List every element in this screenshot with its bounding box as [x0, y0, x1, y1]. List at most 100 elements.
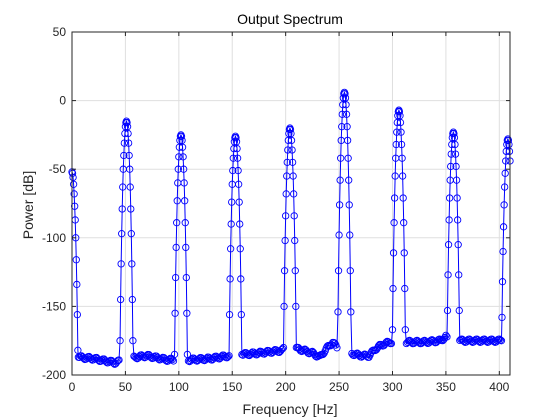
data-point — [448, 140, 456, 149]
data-point — [337, 154, 345, 162]
data-point — [389, 249, 398, 257]
data-point — [124, 139, 133, 147]
data-point — [343, 136, 352, 145]
data-point — [399, 194, 407, 202]
x-tick-label: 250 — [329, 380, 349, 394]
data-point — [68, 169, 77, 177]
data-point — [443, 333, 451, 341]
data-point — [282, 190, 290, 198]
data-point — [391, 172, 399, 180]
data-point — [128, 260, 136, 268]
data-point — [121, 123, 130, 131]
data-point — [173, 219, 181, 227]
data-point — [445, 216, 453, 224]
data-point — [129, 337, 137, 345]
data-point — [233, 154, 242, 162]
data-point — [392, 140, 400, 149]
data-point — [284, 136, 292, 145]
data-point — [226, 245, 235, 253]
x-axis-label: Frequency [Hz] — [243, 401, 338, 417]
data-point — [393, 118, 401, 127]
data-point — [398, 172, 407, 180]
x-tick-label: 100 — [169, 380, 189, 394]
data-point — [280, 302, 288, 311]
data-point — [453, 194, 461, 202]
data-point — [346, 267, 354, 275]
data-point — [347, 308, 355, 316]
data-point — [450, 129, 458, 138]
data-point — [454, 241, 462, 249]
data-point — [346, 231, 354, 239]
data-point — [232, 138, 241, 146]
y-tick-label: 50 — [53, 25, 67, 39]
data-point — [288, 146, 296, 154]
data-point — [227, 220, 235, 228]
data-point — [127, 205, 135, 213]
data-point — [341, 90, 349, 98]
data-point — [496, 336, 505, 344]
data-point — [171, 273, 180, 282]
data-point — [334, 308, 342, 316]
data-point — [278, 345, 287, 353]
data-point — [126, 165, 134, 173]
x-tick-label: 400 — [489, 380, 509, 394]
data-point — [177, 132, 186, 140]
data-point — [234, 166, 242, 175]
data-point — [123, 118, 131, 127]
data-point — [69, 173, 77, 182]
data-point — [499, 247, 507, 256]
data-point — [336, 176, 344, 184]
data-point — [338, 110, 346, 118]
y-axis-label: Power [dB] — [20, 171, 36, 239]
data-point — [443, 306, 452, 315]
data-point — [174, 165, 182, 173]
data-point — [183, 309, 191, 317]
data-point — [225, 352, 233, 360]
data-point — [291, 267, 299, 275]
data-point — [343, 123, 351, 131]
x-tick-label: 150 — [222, 380, 242, 394]
data-point — [72, 256, 80, 264]
data-point — [280, 267, 289, 275]
data-point — [342, 101, 350, 109]
data-point — [237, 275, 245, 283]
data-point — [225, 310, 234, 319]
data-point — [281, 236, 289, 245]
data-point — [224, 353, 232, 361]
data-point — [498, 278, 507, 286]
data-point — [230, 138, 239, 146]
data-series — [68, 88, 514, 368]
y-tick-label: -200 — [42, 368, 66, 382]
data-point — [339, 94, 347, 102]
data-point — [115, 356, 123, 364]
data-point — [119, 183, 127, 191]
data-point — [396, 118, 405, 127]
data-point — [493, 336, 501, 345]
data-point — [453, 216, 462, 224]
data-point — [341, 94, 350, 102]
data-point — [71, 202, 79, 210]
data-point — [455, 271, 463, 279]
data-point — [394, 112, 402, 120]
data-point — [388, 326, 397, 334]
y-tick-label: -100 — [42, 231, 66, 245]
y-tick-label: 0 — [59, 94, 66, 108]
data-point — [505, 147, 514, 156]
y-tick-label: -150 — [42, 299, 66, 313]
data-point — [287, 129, 295, 138]
data-point — [228, 198, 236, 206]
data-point — [442, 331, 450, 340]
data-point — [345, 176, 353, 184]
x-tick-label: 350 — [436, 380, 456, 394]
data-point — [125, 151, 133, 160]
data-point — [283, 158, 291, 166]
data-point — [342, 110, 351, 118]
data-point — [397, 140, 406, 149]
data-point — [387, 339, 396, 348]
data-point — [120, 139, 129, 147]
data-point — [126, 183, 134, 191]
data-point — [397, 128, 405, 136]
data-point — [74, 346, 82, 354]
data-point — [113, 358, 121, 366]
data-point — [170, 350, 179, 359]
